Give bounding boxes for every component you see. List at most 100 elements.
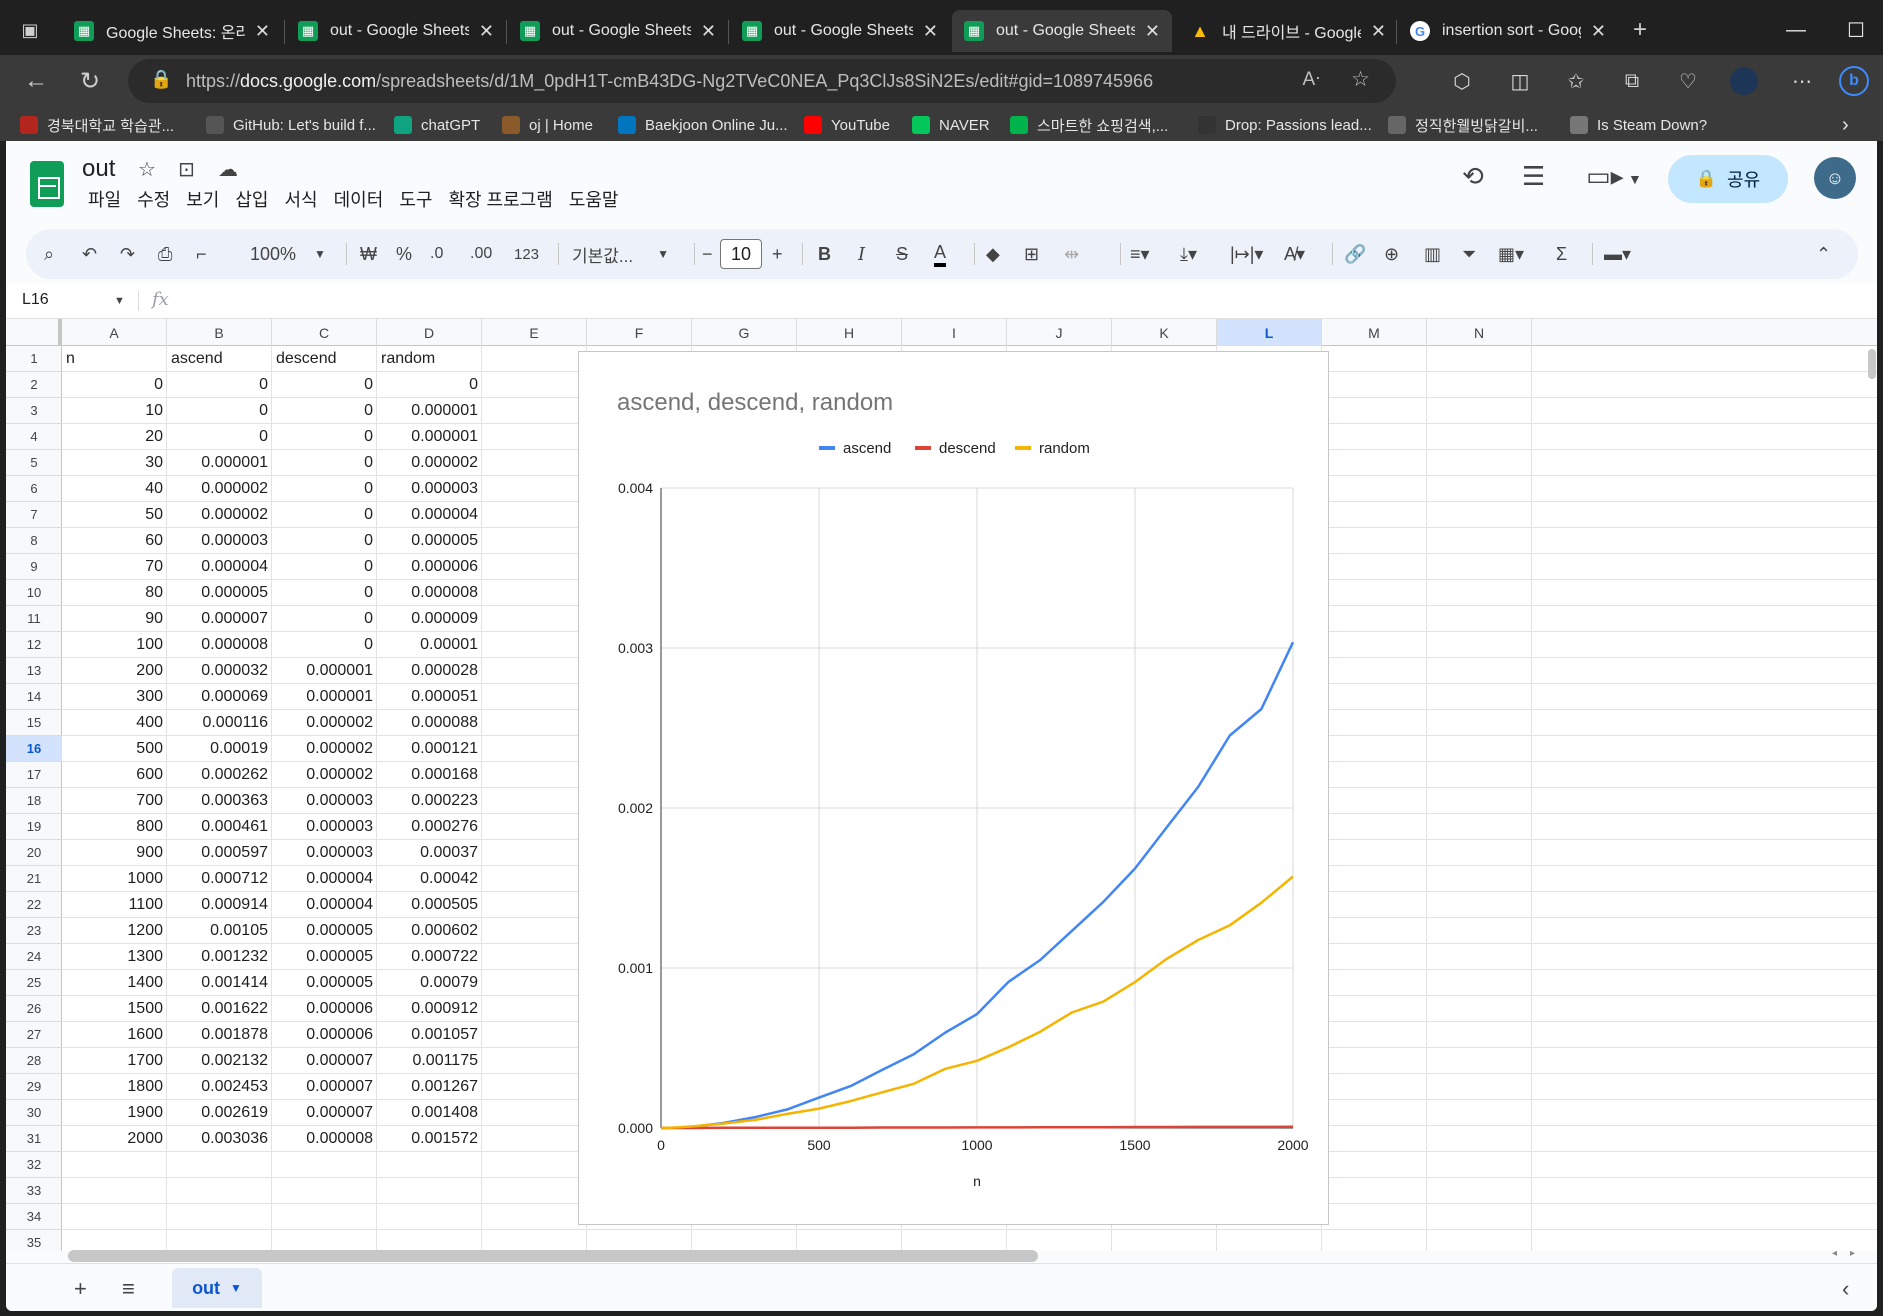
column-header-d[interactable]: D xyxy=(377,319,482,346)
cell[interactable]: 0.000363 xyxy=(201,792,268,809)
row-header[interactable]: 10 xyxy=(6,580,62,606)
row-header[interactable]: 16 xyxy=(6,736,62,762)
cell[interactable]: 0.000712 xyxy=(201,870,268,887)
cell[interactable]: 0.001622 xyxy=(201,1000,268,1017)
cell[interactable]: 1400 xyxy=(127,974,163,991)
increase-font-size-icon[interactable]: + xyxy=(772,243,783,264)
cell[interactable]: 0.000003 xyxy=(306,844,373,861)
health-icon[interactable]: ♡ xyxy=(1679,70,1697,93)
row-header[interactable]: 2 xyxy=(6,372,62,398)
cell[interactable]: 0.000005 xyxy=(201,584,268,601)
bold-icon[interactable]: B xyxy=(818,243,831,264)
cell[interactable]: 1500 xyxy=(127,1000,163,1017)
cell[interactable]: 0 xyxy=(364,376,373,393)
cell[interactable]: 0.000007 xyxy=(201,610,268,627)
formula-input[interactable] xyxy=(184,287,1844,315)
cell[interactable]: 20 xyxy=(145,428,163,445)
cloud-status-icon[interactable]: ☁ xyxy=(218,159,238,181)
cell[interactable]: 0.000004 xyxy=(201,558,268,575)
cell[interactable]: 0.000001 xyxy=(306,688,373,705)
vertical-scrollbar[interactable] xyxy=(1868,349,1876,379)
cell[interactable]: 500 xyxy=(136,740,163,757)
bookmark-item[interactable]: chatGPT xyxy=(394,113,480,137)
column-header-b[interactable]: B xyxy=(167,319,272,346)
cell[interactable]: 0.00079 xyxy=(420,974,478,991)
row-header[interactable]: 27 xyxy=(6,1022,62,1048)
cell[interactable]: 90 xyxy=(145,610,163,627)
series-line-descend[interactable] xyxy=(661,1125,1294,1130)
decrease-decimal-button[interactable]: .0 xyxy=(430,245,444,262)
percent-format-button[interactable]: % xyxy=(396,243,413,264)
cell[interactable]: 0.000009 xyxy=(411,610,478,627)
increase-decimal-button[interactable]: .00 xyxy=(470,245,493,262)
text-rotation-icon[interactable]: A̸▾ xyxy=(1284,243,1306,264)
row-header[interactable]: 11 xyxy=(6,606,62,632)
column-header-a[interactable]: A xyxy=(62,319,167,346)
row-header[interactable]: 6 xyxy=(6,476,62,502)
cell[interactable]: 0.002453 xyxy=(201,1078,268,1095)
cell[interactable]: 0.000914 xyxy=(201,896,268,913)
cell[interactable]: 0.000004 xyxy=(306,870,373,887)
tab-actions-icon[interactable]: ▣ xyxy=(21,19,39,40)
paint-format-icon[interactable]: ⌐ xyxy=(196,243,207,264)
cell[interactable]: 0 xyxy=(259,376,268,393)
cell[interactable]: 0.000597 xyxy=(201,844,268,861)
cell[interactable]: 0.00019 xyxy=(210,740,268,757)
cell[interactable]: 0.000007 xyxy=(306,1052,373,1069)
copilot-icon[interactable]: b xyxy=(1836,63,1872,99)
cell[interactable]: 0.000002 xyxy=(201,506,268,523)
favorites-icon[interactable]: ✩ xyxy=(1567,70,1585,93)
cell[interactable]: 0.001408 xyxy=(411,1104,478,1121)
cell[interactable]: 0.001232 xyxy=(201,948,268,965)
cell[interactable]: 0.000722 xyxy=(411,948,478,965)
profile-icon[interactable] xyxy=(1726,63,1762,99)
minimize-button[interactable]: — xyxy=(1786,18,1806,41)
cell[interactable]: 0.001414 xyxy=(201,974,268,991)
fill-color-icon[interactable]: ◆ xyxy=(986,243,1000,264)
bookmark-item[interactable]: Drop: Passions lead... xyxy=(1198,113,1372,137)
cell[interactable]: 1300 xyxy=(127,948,163,965)
cell[interactable]: 0.000006 xyxy=(411,558,478,575)
browser-tab-3[interactable]: ▦ out - Google Sheets ✕ xyxy=(508,10,728,52)
cell[interactable]: 10 xyxy=(145,402,163,419)
cell[interactable]: 0.000001 xyxy=(411,402,478,419)
column-header-m[interactable]: M xyxy=(1322,319,1427,346)
cell[interactable]: 0.001878 xyxy=(201,1026,268,1043)
sheet-tab-out[interactable]: out ▼ xyxy=(172,1268,262,1308)
cell[interactable]: 0 xyxy=(154,376,163,393)
row-header[interactable]: 30 xyxy=(6,1100,62,1126)
version-history-icon[interactable]: ⟲ xyxy=(1462,161,1484,191)
cell[interactable]: 0.001057 xyxy=(411,1026,478,1043)
filter-icon[interactable]: ⏷ xyxy=(1462,243,1477,264)
bookmark-item[interactable]: oj | Home xyxy=(502,113,593,137)
bookmark-item[interactable]: YouTube xyxy=(804,113,890,137)
print-icon[interactable]: ⎙ xyxy=(158,243,173,264)
cell[interactable]: 0.000032 xyxy=(201,662,268,679)
split-screen-icon[interactable]: ◫ xyxy=(1510,70,1530,93)
cell[interactable]: 0.000008 xyxy=(201,636,268,653)
series-line-random[interactable] xyxy=(660,875,1294,1130)
bookmark-item[interactable]: NAVER xyxy=(912,113,990,137)
read-aloud-icon[interactable]: Aᐧ xyxy=(1302,69,1320,90)
cell[interactable]: 0 xyxy=(364,610,373,627)
row-header[interactable]: 35 xyxy=(6,1230,62,1251)
cell[interactable]: 0.000006 xyxy=(306,1000,373,1017)
chevron-down-icon[interactable]: ▼ xyxy=(114,295,125,307)
sheets-logo-icon[interactable] xyxy=(30,161,64,207)
cell[interactable]: 80 xyxy=(145,584,163,601)
row-header[interactable]: 8 xyxy=(6,528,62,554)
cell[interactable]: 0.000088 xyxy=(411,714,478,731)
collections-icon[interactable]: ⧉ xyxy=(1624,69,1640,92)
cell[interactable]: 0.000008 xyxy=(306,1130,373,1147)
close-tab-icon[interactable]: ✕ xyxy=(1590,20,1606,41)
close-tab-icon[interactable]: ✕ xyxy=(254,20,270,41)
currency-format-button[interactable]: ₩ xyxy=(360,243,377,264)
functions-icon[interactable]: Σ xyxy=(1556,243,1568,264)
cell[interactable]: 600 xyxy=(136,766,163,783)
cell[interactable]: 0.000168 xyxy=(411,766,478,783)
cell[interactable]: 0.000003 xyxy=(306,818,373,835)
row-header[interactable]: 15 xyxy=(6,710,62,736)
close-tab-icon[interactable]: ✕ xyxy=(478,20,494,41)
text-wrap-icon[interactable]: |↦|▾ xyxy=(1230,243,1264,264)
cell[interactable]: 0 xyxy=(364,428,373,445)
